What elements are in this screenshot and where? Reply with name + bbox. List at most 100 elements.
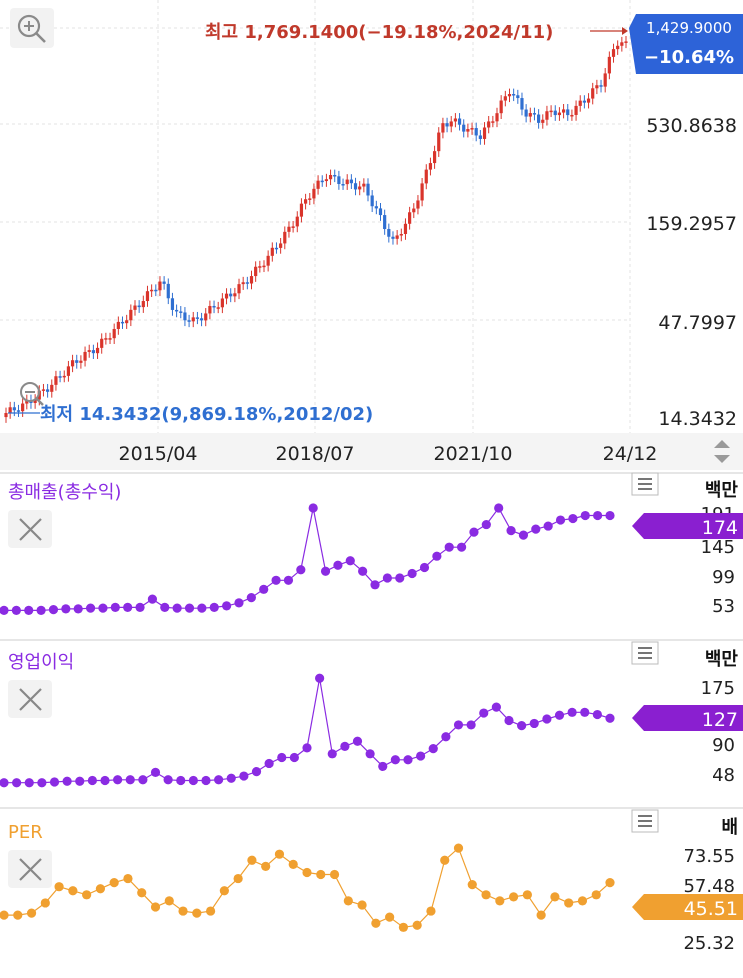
candle — [616, 40, 620, 55]
candle — [482, 122, 487, 145]
data-point — [577, 896, 588, 906]
candle — [116, 316, 120, 335]
candle — [46, 383, 50, 398]
candle — [512, 88, 516, 102]
candle — [345, 174, 349, 190]
data-point — [61, 604, 71, 614]
current-value-tag — [632, 894, 743, 920]
data-point — [592, 709, 602, 720]
axis-tick: 73.55 — [683, 846, 735, 867]
data-point — [11, 605, 21, 616]
data-point — [24, 778, 34, 788]
data-point — [550, 892, 560, 902]
candle — [66, 360, 71, 382]
candle — [387, 223, 391, 243]
candle — [374, 200, 378, 215]
axis-tick: 90 — [712, 735, 735, 756]
candle — [224, 288, 229, 305]
candle — [491, 115, 495, 128]
candle — [245, 276, 249, 290]
data-point — [24, 605, 34, 616]
candle — [586, 93, 591, 109]
data-point — [125, 775, 135, 785]
close-icon[interactable] — [8, 510, 52, 548]
candle — [520, 92, 524, 116]
close-icon[interactable] — [8, 680, 52, 718]
data-point — [0, 778, 9, 788]
candle — [199, 312, 204, 327]
current-value: 127 — [702, 709, 738, 731]
data-point — [205, 906, 216, 916]
data-point — [416, 751, 426, 761]
candle — [254, 261, 258, 282]
candle — [312, 183, 316, 205]
candle — [299, 198, 304, 223]
data-point — [407, 568, 417, 579]
candle — [270, 242, 274, 262]
price-candles — [4, 36, 628, 423]
candle — [537, 109, 541, 129]
per-series — [0, 843, 615, 932]
data-point — [261, 861, 271, 871]
data-point — [226, 773, 236, 783]
candle — [341, 178, 345, 190]
data-point — [137, 888, 147, 898]
zoom-in-icon[interactable] — [10, 8, 54, 48]
menu-icon[interactable] — [631, 641, 659, 665]
candle — [541, 114, 545, 129]
candle — [561, 104, 566, 119]
candle — [437, 127, 441, 157]
data-point — [543, 521, 553, 531]
data-point — [302, 867, 312, 878]
data-point — [163, 775, 173, 785]
candle — [170, 292, 175, 316]
candle — [603, 68, 607, 93]
close-icon[interactable] — [8, 850, 52, 888]
panel-unit: 백만 — [705, 480, 739, 501]
candle — [83, 346, 87, 367]
zoom-out-icon[interactable] — [20, 382, 44, 406]
y-tick-label: 47.7997 — [658, 312, 737, 334]
menu-icon[interactable] — [631, 472, 659, 496]
candle — [570, 109, 574, 121]
menu-icon[interactable] — [631, 809, 659, 833]
data-point — [495, 896, 505, 906]
candle — [287, 221, 291, 238]
candle — [54, 370, 58, 391]
candle — [366, 178, 370, 202]
candle — [320, 175, 324, 187]
data-point — [504, 715, 514, 726]
candle — [328, 169, 333, 186]
candle — [208, 300, 212, 320]
data-point — [87, 775, 97, 786]
up-down-arrows-icon[interactable] — [714, 440, 730, 463]
data-point — [605, 510, 615, 521]
data-point — [315, 673, 325, 683]
axis-tick: 145 — [701, 537, 735, 558]
y-tick-label: 159.2957 — [646, 213, 737, 235]
candle — [125, 314, 129, 329]
candle — [308, 193, 312, 206]
candle — [112, 323, 116, 344]
data-point — [567, 707, 577, 717]
data-point — [209, 602, 219, 613]
candle — [557, 107, 562, 121]
data-point — [172, 603, 182, 613]
data-point — [564, 898, 574, 908]
y-tick-label: 14.3432 — [658, 408, 737, 430]
candle — [183, 307, 187, 327]
candle — [120, 316, 125, 329]
candle — [578, 95, 582, 112]
data-point — [329, 869, 340, 880]
data-point — [428, 744, 438, 754]
data-point — [48, 605, 59, 615]
panel-per: PER 배 73.55 57.48 25.32 45.51 — [0, 807, 743, 954]
data-point — [441, 732, 451, 742]
candle — [595, 79, 599, 95]
data-point — [327, 749, 337, 759]
data-point — [138, 775, 148, 785]
x-tick-label: 2021/10 — [434, 443, 513, 465]
candle — [233, 287, 237, 303]
data-point — [277, 752, 287, 763]
